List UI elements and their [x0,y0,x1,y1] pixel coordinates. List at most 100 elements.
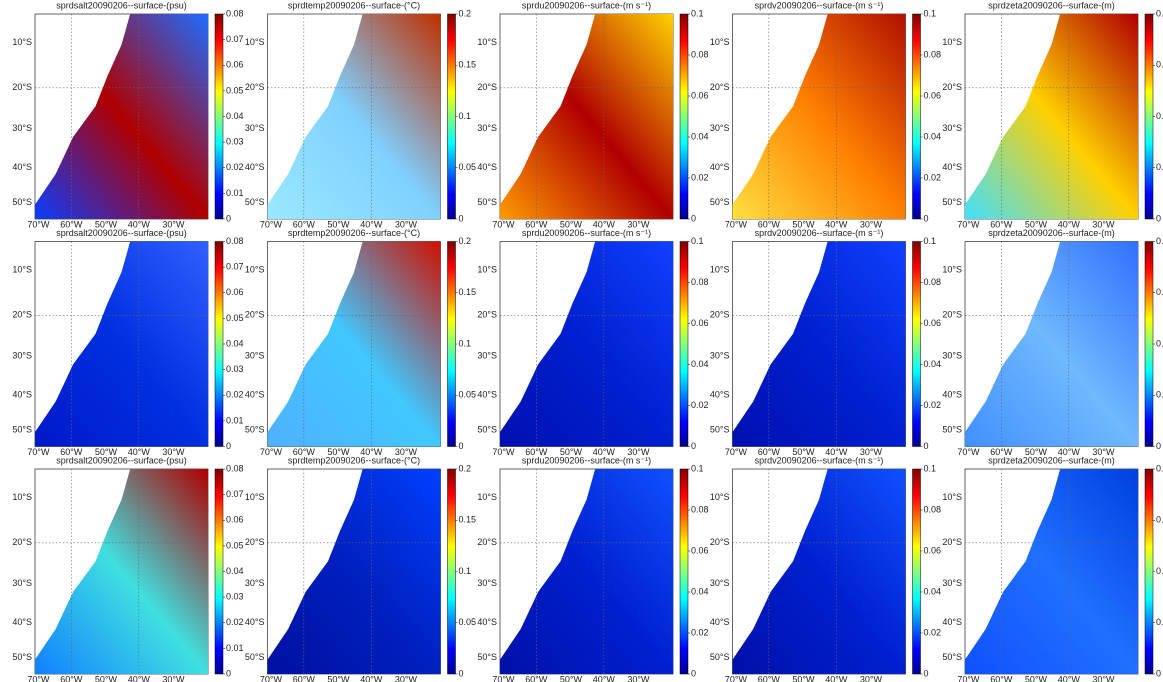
lon-label: 30°W [627,674,650,682]
lat-label: 40°S [245,390,265,400]
colorbar-label: 0.04 [226,338,244,348]
lon-label: 50°W [95,447,118,457]
lat-label: 10°S [710,37,730,47]
lon-label: 70°W [492,674,515,682]
lat-label: 30°S [942,351,962,361]
lat-label: 20°S [12,82,32,92]
lat-label: 40°S [477,617,497,627]
lon-label: 60°W [60,219,83,229]
lon-label: 30°W [1092,447,1115,457]
lon-label: 70°W [725,219,748,229]
colorbar-label: 0.08 [924,277,942,287]
ocean-field [35,469,208,674]
colorbar-label: 0 [924,441,929,451]
colorbar-label: 0.01 [1156,338,1163,348]
lon-label: 60°W [60,447,83,457]
lon-label: 50°W [95,219,118,229]
lat-label: 30°S [710,123,730,133]
colorbar-label: 0.03 [226,592,244,602]
colorbar-label: 0 [226,668,231,678]
colorbar [1144,13,1154,220]
ocean-field [965,14,1138,219]
lon-label: 60°W [990,674,1013,682]
panel-title: sprdv20090206--surface-(m s⁻¹) [755,0,884,10]
colorbar-label: 0.08 [691,277,709,287]
colorbar [679,241,689,447]
lat-label: 50°S [710,652,730,662]
lat-label: 40°S [942,162,962,172]
lat-label: 10°S [710,492,730,502]
colorbar-label: 0.1 [924,463,937,473]
lat-label: 20°S [245,537,265,547]
lat-label: 50°S [12,424,32,434]
colorbar-label: 0.04 [924,359,942,369]
lat-label: 40°S [477,390,497,400]
lon-label: 70°W [260,447,283,457]
panel-title: sprdu20090206--surface-(m s⁻¹) [522,455,651,465]
colorbar-label: 0.02 [226,617,244,627]
lat-label: 10°S [12,492,32,502]
colorbar-label: 0.06 [924,318,942,328]
panel-title: sprdzeta20090206--surface-(m) [988,0,1115,10]
lat-label: 10°S [245,265,265,275]
colorbar-label: 0 [691,213,696,223]
lon-label: 70°W [27,447,50,457]
lon-label: 50°W [327,219,350,229]
lon-label: 40°W [128,219,151,229]
colorbar [214,241,224,447]
colorbar-label: 0.02 [691,400,709,410]
map-panel: sprdv20090206--surface-(m s⁻¹) 10°S 20°S 30… [710,0,941,229]
lat-label: 20°S [245,82,265,92]
ocean-field [35,14,208,219]
colorbar-label: 0.03 [226,364,244,374]
lon-label: 30°W [395,447,418,457]
colorbar-label: 0.08 [691,49,709,59]
panel-title: sprdsalt20090206--surface-(psu) [56,228,187,238]
lat-label: 40°S [12,617,32,627]
ocean-field [267,14,441,219]
panel-title: sprdsalt20090206--surface-(psu) [56,455,187,465]
colorbar-label: 0.1 [924,236,937,246]
lon-label: 40°W [360,447,383,457]
lon-label: 30°W [162,674,185,682]
lat-label: 10°S [710,265,730,275]
colorbar [679,13,689,220]
map-panel: sprdzeta20090206--surface-(m) 10°S 20°S 30°… [942,228,1163,457]
colorbar-label: 0.06 [924,545,942,555]
colorbar-label: 0 [1156,213,1161,223]
ocean-field [732,469,906,674]
colorbar-label: 0.04 [226,566,244,576]
colorbar-label: 0.08 [226,8,244,18]
lon-label: 50°W [560,447,583,457]
ocean-field [267,469,441,674]
colorbar-label: 0.02 [924,627,942,637]
colorbar-label: 0.1 [691,236,704,246]
lon-label: 40°W [360,674,383,682]
lon-label: 60°W [990,219,1013,229]
map-panel: sprdv20090206--surface-(m s⁻¹) 10°S 20°S 30… [710,228,941,457]
colorbar-label: 0.07 [226,489,244,499]
lat-label: 20°S [477,537,497,547]
colorbar-label: 0.05 [459,617,477,627]
colorbar-label: 0.06 [691,90,709,100]
ocean-field [965,469,1138,674]
lon-label: 30°W [1092,674,1115,682]
lat-label: 40°S [477,162,497,172]
colorbar [1144,468,1154,675]
lat-label: 40°S [710,617,730,627]
lat-label: 10°S [245,37,265,47]
colorbar-label: 0.05 [226,540,244,550]
lat-label: 40°S [710,162,730,172]
lon-label: 70°W [957,674,980,682]
lat-label: 30°S [710,351,730,361]
lon-label: 40°W [593,219,616,229]
lat-label: 40°S [12,390,32,400]
lon-label: 50°W [792,674,815,682]
colorbar-label: 0.1 [691,463,704,473]
lon-label: 40°W [1058,447,1081,457]
map-panel: sprdzeta20090206--surface-(m) 10°S 20°S 30°… [942,455,1163,682]
lon-label: 50°W [560,219,583,229]
lat-label: 50°S [12,197,32,207]
map-panel: sprdsalt20090206--surface-(psu) 10°S 20°S 3… [12,0,243,229]
colorbar [214,13,224,220]
